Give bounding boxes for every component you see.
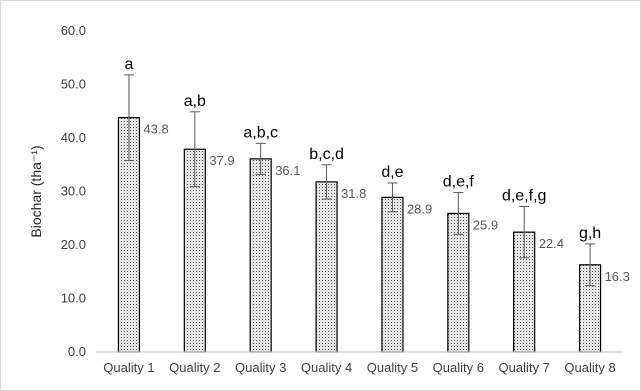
data-label: 25.9 bbox=[473, 217, 498, 232]
y-axis: 0.0 10.0 20.0 30.0 40.0 50.0 60.0 bbox=[61, 23, 86, 359]
data-label: 28.9 bbox=[407, 201, 432, 216]
x-tick-label: Quality 1 bbox=[103, 360, 154, 375]
y-tick-label: 10.0 bbox=[61, 291, 86, 306]
y-tick-label: 40.0 bbox=[61, 130, 86, 145]
x-tick-label: Quality 3 bbox=[235, 360, 286, 375]
data-label: 37.9 bbox=[209, 153, 234, 168]
y-tick-label: 20.0 bbox=[61, 237, 86, 252]
bar bbox=[249, 158, 272, 353]
y-tick-label: 60.0 bbox=[61, 23, 86, 38]
significance-label: g,h bbox=[579, 225, 601, 242]
bar bbox=[315, 181, 338, 353]
y-tick-label: 50.0 bbox=[61, 77, 86, 92]
x-tick-label: Quality 5 bbox=[367, 360, 418, 375]
x-tick-label: Quality 2 bbox=[169, 360, 220, 375]
bar bbox=[381, 196, 404, 353]
data-label: 31.8 bbox=[341, 186, 366, 201]
x-tick-label: Quality 6 bbox=[433, 360, 484, 375]
significance-label: a,b bbox=[184, 93, 206, 110]
x-tick-label: Quality 8 bbox=[564, 360, 615, 375]
significance-label: a bbox=[124, 56, 133, 73]
data-label: 22.4 bbox=[539, 236, 564, 251]
y-axis-title: Biochar (tha⁻¹) bbox=[28, 145, 44, 237]
bars-group: 43.8 a 37.9 a,b 36.1 a,b,c 31.8 b,c,d 28.9 d,e 25.… bbox=[117, 56, 630, 353]
significance-label: b,c,d bbox=[309, 146, 344, 163]
significance-label: a,b,c bbox=[243, 124, 278, 141]
y-tick-label: 0.0 bbox=[68, 344, 86, 359]
x-axis: Quality 1 Quality 2 Quality 3 Quality 4 Qual… bbox=[103, 360, 615, 375]
x-tick-label: Quality 4 bbox=[301, 360, 352, 375]
significance-label: d,e,f bbox=[443, 174, 475, 191]
data-label: 43.8 bbox=[143, 122, 168, 137]
significance-label: d,e bbox=[381, 164, 403, 181]
y-tick-label: 30.0 bbox=[61, 184, 86, 199]
data-label: 36.1 bbox=[275, 163, 300, 178]
data-label: 16.3 bbox=[605, 269, 630, 284]
x-tick-label: Quality 7 bbox=[499, 360, 550, 375]
significance-label: d,e,f,g bbox=[502, 187, 546, 204]
